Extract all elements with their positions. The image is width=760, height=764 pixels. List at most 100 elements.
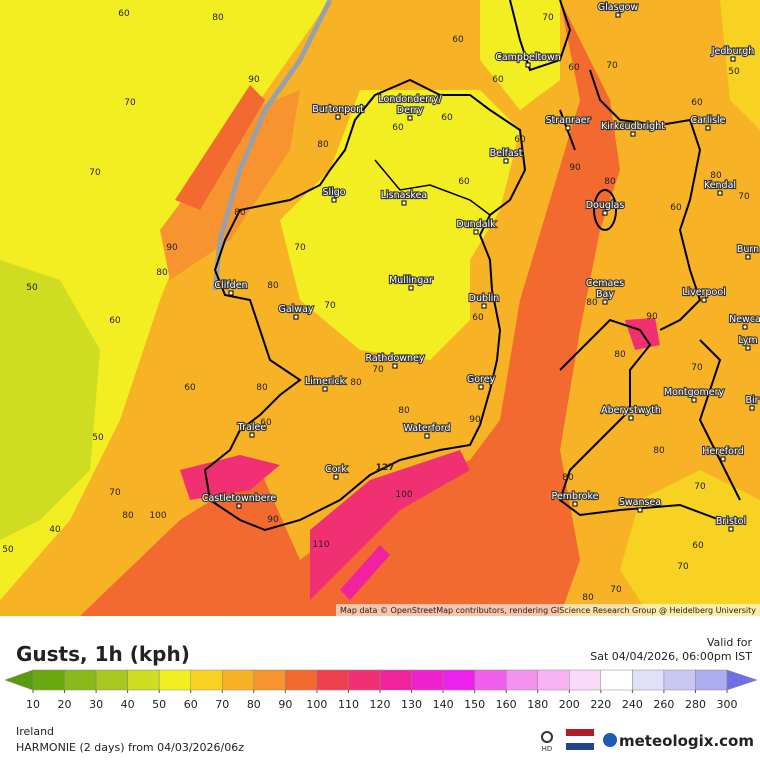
place-label: Limerick [305,376,346,387]
region: Ireland [16,725,54,738]
valid-time: Sat 04/04/2026, 06:00pm IST [590,650,752,663]
contour-label: 60 [568,63,580,73]
place-label: Mullingar [389,275,433,286]
place-marker [745,345,751,351]
place-marker [408,285,414,291]
contour-label: 60 [441,113,453,123]
contour-label: 80 [710,171,722,181]
place-marker [572,501,578,507]
place-label: Jedburgh [711,46,755,57]
place-label: Campbeltown [495,52,561,63]
contour-label: 80 [562,473,574,483]
contour-label: 80 [156,268,168,278]
contour-label: 60 [492,75,504,85]
color-bin [64,669,97,691]
legend-tick-label: 70 [215,698,229,711]
place-marker [691,397,697,403]
field-60 [480,0,560,110]
contour-label: 90 [248,75,260,85]
place-marker [745,254,751,260]
legend: 10 20 30 40 50 60 70 80 90 100 110 120 130 140 150 160 1… [4,669,758,711]
contour-label: 60 [670,203,682,213]
contour-label: 80 [317,140,329,150]
color-bin [253,669,286,691]
attribution: Map data © OpenStreetMap contributors, r… [340,606,756,615]
legend-tick-label: 30 [89,698,103,711]
contour-label: 60 [392,123,404,133]
place-marker [728,526,734,532]
color-bin [379,669,412,691]
legend-tick-label: 180 [527,698,548,711]
brand[interactable]: meteologix.com [619,732,754,750]
place-label: Bay [596,289,614,300]
legend-tick-label: 140 [433,698,454,711]
contour-label: 90 [166,243,178,253]
place-label: Dublin [469,293,500,304]
color-bin [695,669,728,691]
field-110 [180,455,280,500]
place-label: Bir [745,395,758,406]
place-marker [730,56,736,62]
place-marker [630,131,636,137]
legend-tick-label: 100 [306,698,327,711]
place-marker [424,433,430,439]
legend-tick-label: 60 [184,698,198,711]
contour-label: 80 [256,383,268,393]
field-50 [0,260,100,540]
contour-label: 80 [604,177,616,187]
place-label: Hereford [702,446,743,457]
nl-flag[interactable] [566,729,594,750]
color-bin [537,669,570,691]
contour-label: 70 [109,488,121,498]
search-icon[interactable] [541,731,553,743]
contour-label: 70 [294,243,306,253]
contour-label: 80 [653,446,665,456]
place-marker [503,158,509,164]
place-label: Swansea [619,497,661,508]
contour-label: 60 [452,35,464,45]
place-marker [701,297,707,303]
contour-label: 70 [691,363,703,373]
color-bin [663,669,696,691]
place-label: Galway [278,304,313,315]
color-bin [411,669,444,691]
color-bin [285,669,318,691]
border [374,159,491,216]
place-label: Douglas [586,200,625,211]
contour-label: 80 [234,208,246,218]
legend-tick-label: 110 [338,698,359,711]
legend-tick-label: 300 [717,698,738,711]
place-label: Kendal [704,180,736,191]
contour-label: 90 [267,515,279,525]
place-label: Newca [729,314,760,325]
contour-label: 60 [109,316,121,326]
place-marker [742,324,748,330]
place-marker [637,507,643,513]
place-marker [407,115,413,121]
color-bin [127,669,160,691]
legend-tick-label: 280 [685,698,706,711]
color-bin [32,669,65,691]
legend-tick-label: 20 [58,698,72,711]
place-marker [473,229,479,235]
color-bin [442,669,475,691]
contour-label: 40 [49,525,61,535]
brand-logo [603,733,617,747]
place-label: Lym [738,335,757,346]
color-bin [474,669,507,691]
contour-label: 50 [26,283,38,293]
contour-label: 60 [472,313,484,323]
contour-label: 60 [458,177,470,187]
legend-tick-label: 40 [121,698,135,711]
contour-label: 60 [692,541,704,551]
place-marker [720,456,726,462]
contour-label: 90 [569,163,581,173]
hd-label[interactable]: HD [542,745,553,753]
place-label: Belfast [490,148,523,159]
contour-label: 70 [694,482,706,492]
field-120 [340,545,390,600]
legend-tick-label: 240 [622,698,643,711]
place-label: Liverpool [682,287,726,298]
contour-label: 80 [212,13,224,23]
coastline-ireland [203,78,527,532]
